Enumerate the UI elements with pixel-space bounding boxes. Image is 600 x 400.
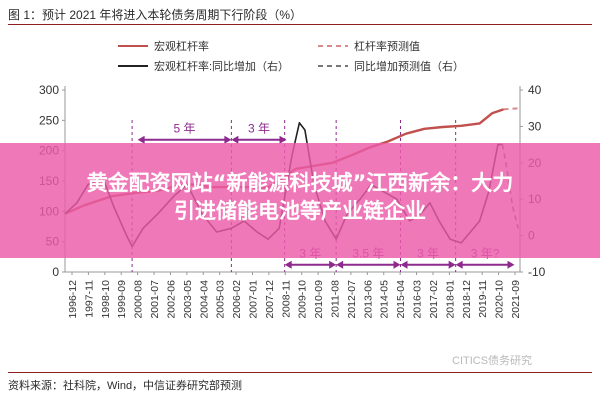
left-tick-label: 0 xyxy=(52,265,59,279)
cycle-arrow-head xyxy=(224,135,232,144)
x-tick-label: 2010-09 xyxy=(313,280,325,319)
x-tick-label: 2005-03 xyxy=(215,280,227,319)
x-tick-label: 2018-12 xyxy=(461,280,473,319)
right-tick-label: -10 xyxy=(528,265,546,279)
cycle-arrow-head xyxy=(231,135,239,144)
x-tick-label: 2020-10 xyxy=(494,280,506,319)
headline-line-2: 引进储能电池等产业链企业 xyxy=(174,199,426,223)
series-line-2 xyxy=(503,107,521,111)
x-tick-label: 2012-07 xyxy=(346,280,358,319)
cycle-arrow-head xyxy=(279,135,287,144)
left-tick-label: 300 xyxy=(39,83,59,97)
x-tick-label: 2004-04 xyxy=(198,280,210,319)
x-tick-label: 1997-11 xyxy=(83,280,95,318)
x-tick-label: 2017-02 xyxy=(428,280,440,319)
headline-banner: 黄金配资网站“新能源科技城”江西新余：大力 引进储能电池等产业链企业 xyxy=(0,143,600,258)
cycle-arrow-head xyxy=(400,260,408,269)
title-rule xyxy=(8,24,592,25)
cycle-span-label: 5 年 xyxy=(173,122,195,136)
legend-label: 同比增加预测值（右） xyxy=(354,59,464,73)
cycle-arrow-head xyxy=(336,260,344,269)
x-tick-label: 2016-03 xyxy=(412,280,424,319)
x-tick-label: 2013-06 xyxy=(362,280,374,319)
right-tick-label: 30 xyxy=(528,119,542,133)
headline-line-1: 黄金配资网站“新能源科技城”江西新余：大力 xyxy=(86,171,514,195)
x-tick-label: 2021-09 xyxy=(510,280,522,319)
cycle-arrow-head xyxy=(448,260,456,269)
cycle-arrow-head xyxy=(137,135,145,144)
x-tick-label: 2009-10 xyxy=(297,280,309,319)
x-tick-label: 1996-12 xyxy=(67,280,79,319)
cycle-arrow-head xyxy=(507,260,515,269)
cycle-arrow-head xyxy=(284,260,292,269)
left-tick-label: 250 xyxy=(39,113,59,127)
x-tick-label: 2006-02 xyxy=(231,280,243,319)
legend-label: 宏观杠杆率 xyxy=(154,39,209,53)
x-tick-label: 2007-01 xyxy=(247,280,259,319)
source-rule xyxy=(8,372,592,373)
x-tick-label: 2014-05 xyxy=(379,280,391,319)
legend-label: 宏观杠杆率:同比增加（右） xyxy=(154,59,289,73)
figure-title: 图 1：预计 2021 年将进入本轮债务周期下行阶段（%） xyxy=(8,8,303,22)
x-tick-label: 2002-06 xyxy=(165,280,177,319)
x-tick-label: 2008-11 xyxy=(280,280,292,318)
legend-label: 杠杆率预测值 xyxy=(354,39,420,53)
x-tick-label: 2001-07 xyxy=(149,280,161,319)
right-tick-label: 40 xyxy=(528,83,542,97)
cycle-arrow-head xyxy=(393,260,401,269)
cycle-span-label: 3 年 xyxy=(248,122,270,136)
watermark-text: CITICS债务研究 xyxy=(452,355,533,367)
cycle-arrow-head xyxy=(455,260,463,269)
cycle-arrow-head xyxy=(329,260,337,269)
x-tick-label: 1998-10 xyxy=(100,280,112,319)
x-tick-label: 2015-04 xyxy=(395,280,407,319)
x-tick-label: 2019-11 xyxy=(477,280,489,318)
figure-source: 资料来源：社科院，Wind，中信证券研究部预测 xyxy=(8,380,243,392)
x-tick-label: 2011-08 xyxy=(330,280,342,318)
x-tick-label: 2003-05 xyxy=(182,280,194,319)
x-tick-label: 2007-12 xyxy=(264,280,276,319)
x-tick-label: 2000-08 xyxy=(133,280,145,319)
x-tick-label: 2018-01 xyxy=(444,280,456,319)
x-tick-label: 1999-09 xyxy=(116,280,128,319)
